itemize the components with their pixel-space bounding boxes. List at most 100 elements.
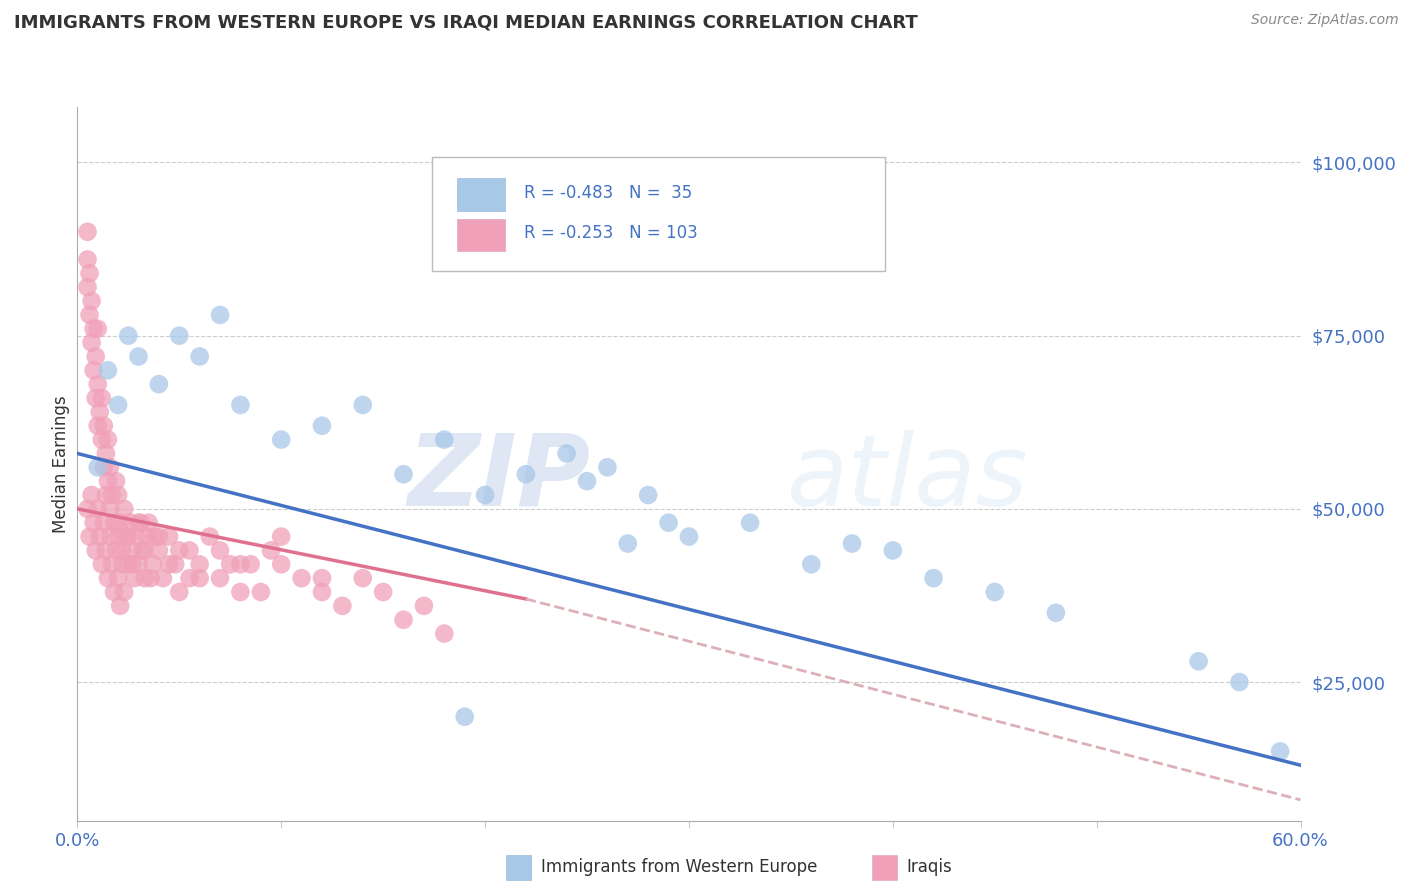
Point	[239, 558, 262, 572]
Point	[596, 460, 619, 475]
Point	[740, 516, 762, 530]
Point	[143, 530, 166, 544]
Point	[98, 530, 121, 544]
Point	[97, 571, 120, 585]
Point	[121, 543, 143, 558]
Point	[107, 398, 129, 412]
Point	[87, 377, 110, 392]
Point	[90, 391, 112, 405]
Point	[112, 585, 135, 599]
Point	[115, 530, 138, 544]
Text: atlas: atlas	[787, 430, 1028, 526]
Point	[87, 501, 110, 516]
Point	[260, 543, 283, 558]
Point	[129, 516, 152, 530]
Point	[152, 571, 174, 585]
Point	[1268, 744, 1291, 758]
Point	[117, 558, 139, 572]
Point	[208, 571, 231, 585]
Point	[165, 558, 187, 572]
Point	[311, 418, 333, 433]
Point	[125, 530, 148, 544]
Point	[90, 558, 112, 572]
Point	[188, 350, 211, 364]
Point	[290, 571, 312, 585]
Point	[433, 433, 456, 447]
Point	[1187, 654, 1209, 668]
Point	[107, 530, 129, 544]
Point	[89, 405, 111, 419]
Point	[617, 536, 640, 550]
Point	[229, 398, 252, 412]
Point	[93, 418, 115, 433]
Point	[89, 530, 111, 544]
Point	[127, 350, 149, 364]
Point	[80, 488, 103, 502]
Point	[94, 543, 117, 558]
Point	[135, 530, 157, 544]
Point	[229, 585, 252, 599]
Text: R = -0.483   N =  35: R = -0.483 N = 35	[524, 184, 692, 202]
Text: Source: ZipAtlas.com: Source: ZipAtlas.com	[1251, 13, 1399, 28]
Point	[76, 501, 98, 516]
Point	[87, 418, 110, 433]
Point	[103, 516, 125, 530]
Point	[219, 558, 242, 572]
Point	[98, 460, 121, 475]
Point	[79, 530, 101, 544]
Point	[138, 516, 160, 530]
Point	[1045, 606, 1067, 620]
Point	[90, 433, 112, 447]
Text: R = -0.253   N = 103: R = -0.253 N = 103	[524, 225, 697, 243]
Text: Iraqis: Iraqis	[907, 858, 953, 876]
Point	[169, 328, 191, 343]
Point	[678, 530, 700, 544]
Point	[157, 530, 180, 544]
Point	[120, 516, 142, 530]
Point	[882, 543, 904, 558]
Point	[127, 516, 149, 530]
Point	[98, 501, 121, 516]
Point	[83, 363, 105, 377]
Point	[208, 308, 231, 322]
Point	[229, 558, 252, 572]
Point	[576, 474, 599, 488]
Point	[76, 225, 98, 239]
Point	[1229, 675, 1251, 690]
Point	[157, 558, 180, 572]
Point	[94, 488, 117, 502]
Point	[107, 571, 129, 585]
Point	[474, 488, 496, 502]
Point	[83, 516, 105, 530]
Point	[392, 613, 415, 627]
Point	[80, 293, 103, 308]
Point	[108, 516, 131, 530]
Point	[179, 543, 201, 558]
Point	[169, 585, 191, 599]
Y-axis label: Median Earnings: Median Earnings	[52, 395, 70, 533]
Text: ZIP: ZIP	[408, 430, 591, 526]
Point	[84, 391, 107, 405]
Point	[101, 488, 124, 502]
Point	[80, 335, 103, 350]
Point	[134, 571, 156, 585]
Point	[148, 530, 170, 544]
Point	[179, 571, 201, 585]
FancyBboxPatch shape	[432, 157, 884, 271]
Text: IMMIGRANTS FROM WESTERN EUROPE VS IRAQI MEDIAN EARNINGS CORRELATION CHART: IMMIGRANTS FROM WESTERN EUROPE VS IRAQI …	[14, 13, 918, 31]
Point	[127, 558, 149, 572]
Point	[555, 446, 578, 460]
Point	[117, 328, 139, 343]
Point	[188, 571, 211, 585]
Point	[94, 446, 117, 460]
Point	[311, 571, 333, 585]
Point	[84, 543, 107, 558]
Point	[79, 266, 101, 280]
Point	[270, 558, 292, 572]
Point	[148, 377, 170, 392]
Text: Immigrants from Western Europe: Immigrants from Western Europe	[541, 858, 818, 876]
Point	[250, 585, 273, 599]
Point	[83, 322, 105, 336]
Point	[131, 543, 153, 558]
Point	[112, 501, 135, 516]
